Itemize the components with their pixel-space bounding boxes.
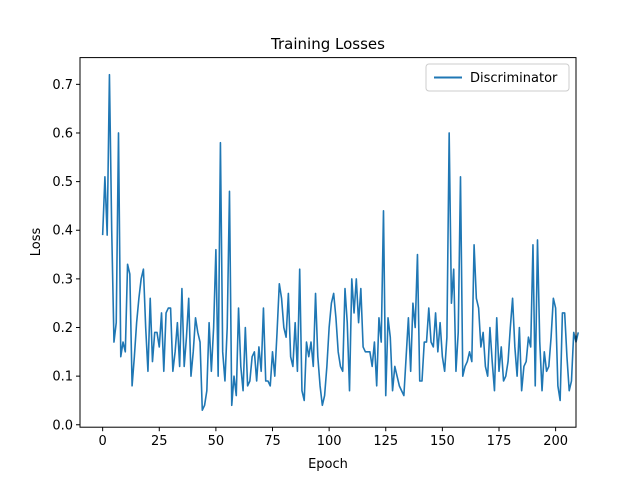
legend-box <box>425 63 570 92</box>
chart-title: Training Losses <box>270 35 385 53</box>
x-tick-label: 0 <box>99 434 107 449</box>
y-tick-label: 0.2 <box>52 321 73 336</box>
y-axis-label: Loss <box>29 228 44 257</box>
y-tick-label: 0.3 <box>52 272 73 287</box>
y-tick-label: 0.6 <box>52 126 73 141</box>
x-tick-label: 150 <box>430 434 455 449</box>
x-tick-label: 75 <box>264 434 281 449</box>
y-tick-label: 0.4 <box>52 224 73 239</box>
series-line-discriminator <box>101 73 580 411</box>
legend-label-discriminator: Discriminator <box>470 71 558 86</box>
x-axis-label: Epoch <box>308 457 348 472</box>
y-tick-label: 0.7 <box>52 78 73 93</box>
y-tick-label: 0.1 <box>52 370 73 385</box>
plot-frame <box>79 57 577 428</box>
x-tick-label: 25 <box>151 434 168 449</box>
x-tick-label: 125 <box>373 434 398 449</box>
x-tick-label: 50 <box>208 434 225 449</box>
x-tick-label: 100 <box>317 434 342 449</box>
x-tick-label: 175 <box>487 434 512 449</box>
x-tick-label: 200 <box>543 434 568 449</box>
legend: Discriminator <box>425 63 570 92</box>
y-tick-label: 0.5 <box>52 175 73 190</box>
y-tick-label: 0.0 <box>52 418 73 433</box>
